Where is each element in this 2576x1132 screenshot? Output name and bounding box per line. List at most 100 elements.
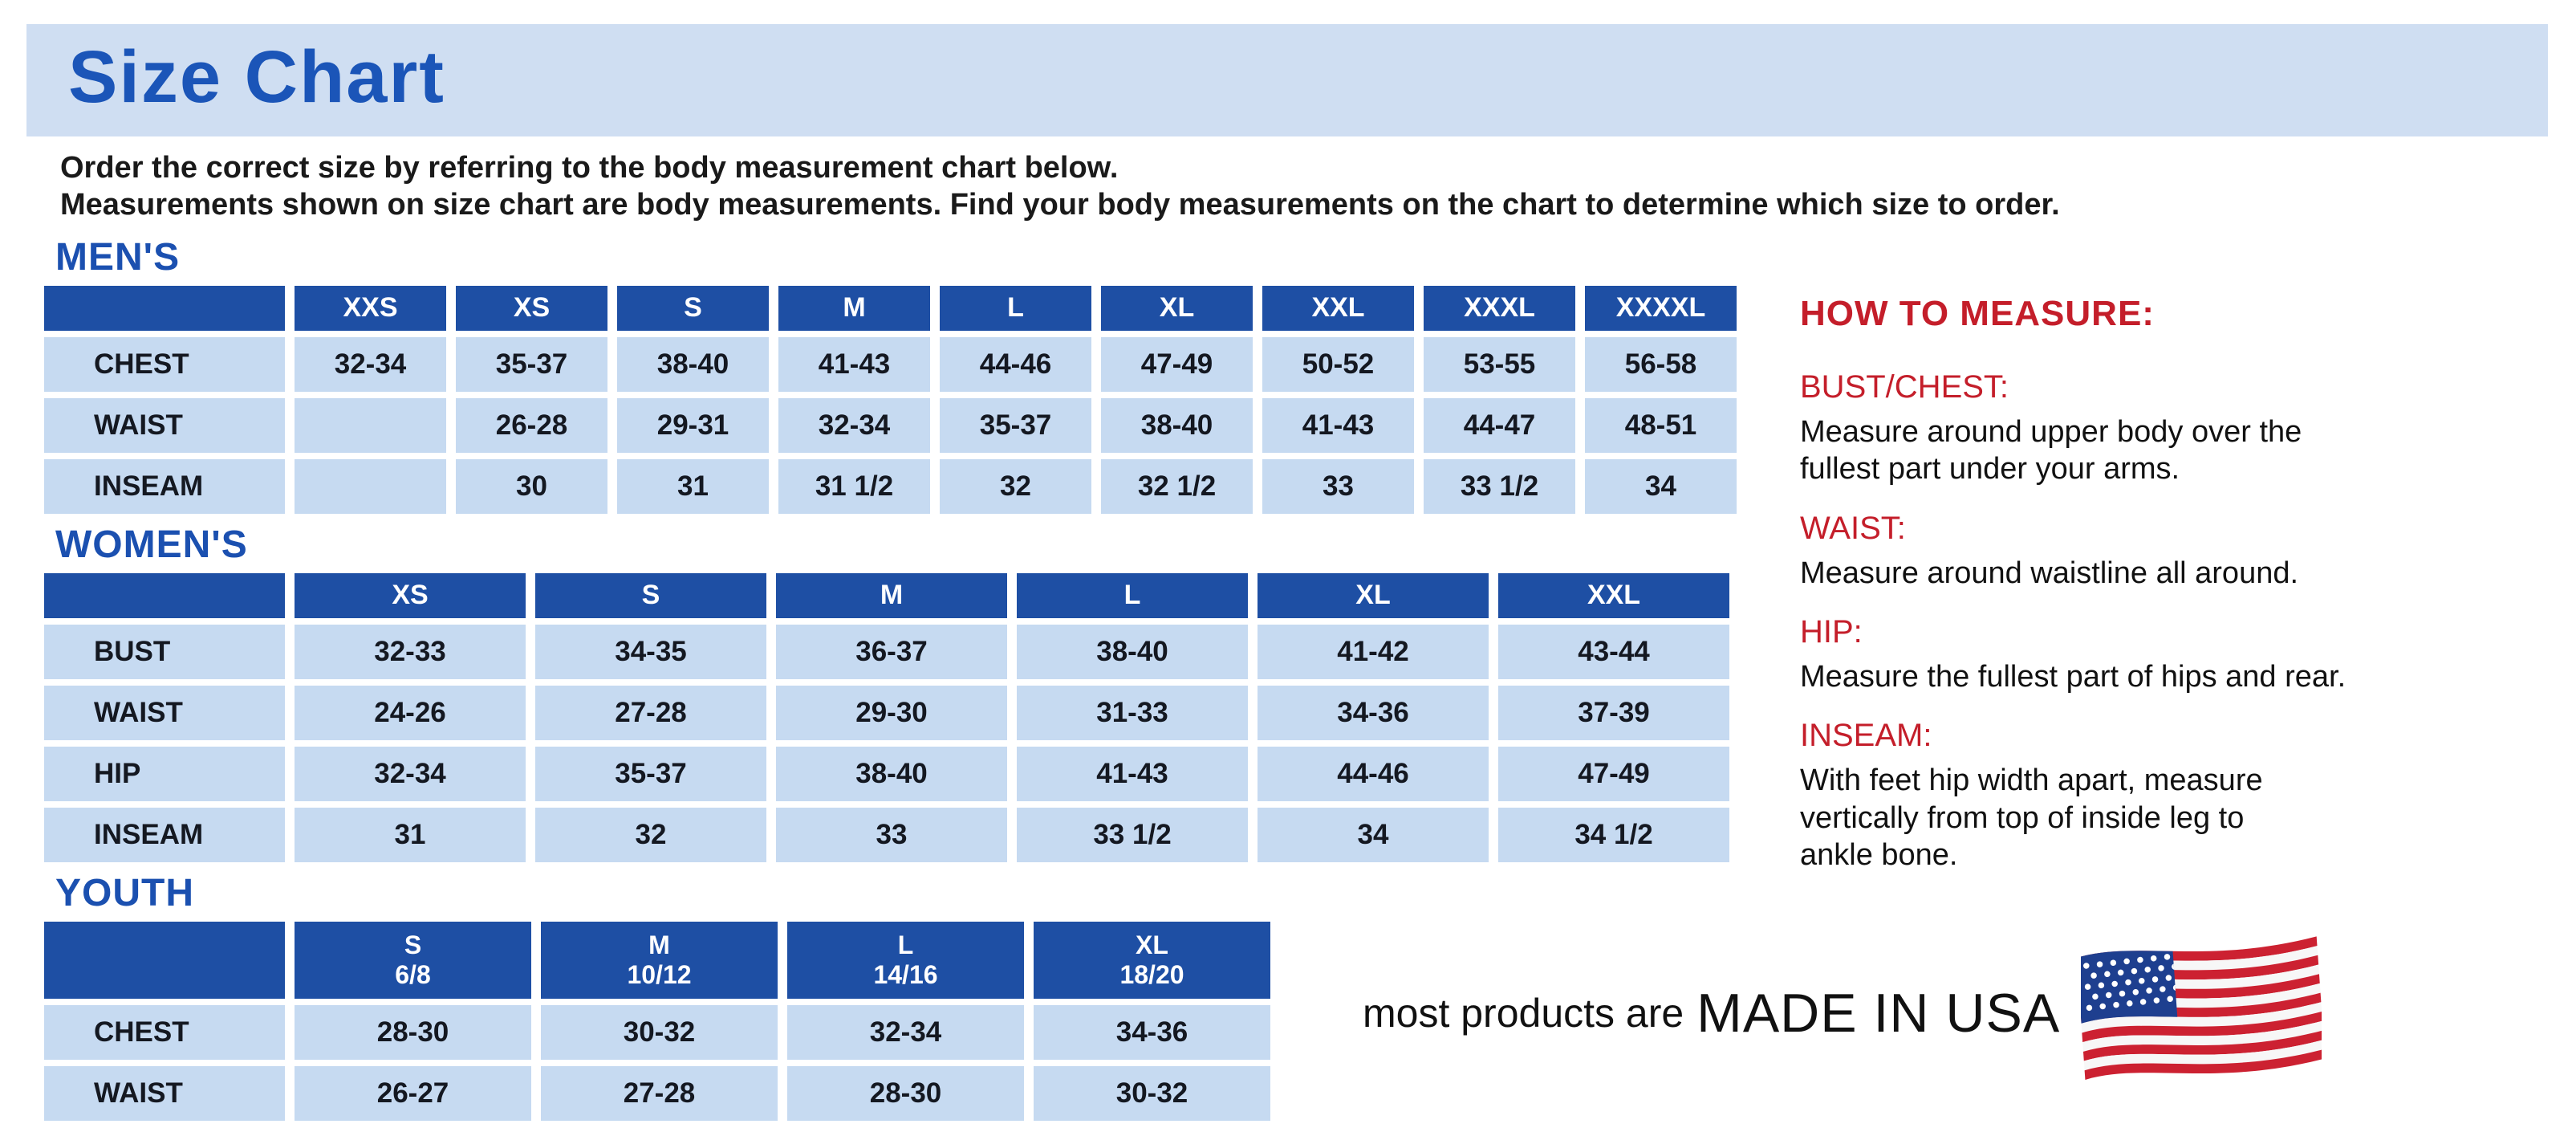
measure-text: Measure the fullest part of hips and rea…: [1800, 660, 2346, 694]
data-cell: 32-34: [787, 1005, 1024, 1060]
measure-text: Measure around waistline all around.: [1800, 556, 2299, 590]
title-banner: Size Chart: [26, 24, 2548, 136]
size-header-cell: S 6/8: [295, 922, 531, 999]
data-cell: 29-30: [776, 686, 1007, 740]
measure-label: WAIST:: [1800, 510, 1906, 546]
measure-label: INSEAM:: [1800, 718, 1932, 754]
data-cell: 30-32: [541, 1005, 778, 1060]
row-label-cell: BUST: [44, 625, 285, 679]
data-cell: 32-34: [778, 398, 930, 453]
data-cell: 38-40: [617, 337, 769, 392]
data-cell: 53-55: [1424, 337, 1575, 392]
data-cell: 34-36: [1258, 686, 1489, 740]
size-header-cell: XL: [1258, 573, 1489, 618]
data-cell: 33: [776, 808, 1007, 862]
data-cell: 44-47: [1424, 398, 1575, 453]
data-cell: 44-46: [940, 337, 1091, 392]
data-cell: 26-28: [456, 398, 607, 453]
data-cell: 32 1/2: [1101, 459, 1253, 514]
size-header-cell: XXL: [1262, 286, 1414, 331]
size-header-cell: XL: [1101, 286, 1253, 331]
youth-section-heading: YOUTH: [55, 872, 194, 914]
data-cell: 33: [1262, 459, 1414, 514]
data-cell: 35-37: [535, 747, 766, 801]
womens-section-heading: WOMEN'S: [55, 523, 248, 566]
intro-text: Order the correct size by referring to t…: [60, 149, 2060, 223]
data-cell: 34 1/2: [1498, 808, 1729, 862]
data-cell: 32-34: [295, 747, 526, 801]
size-header-cell: XXXXL: [1585, 286, 1737, 331]
table-corner-cell: [44, 573, 285, 618]
data-cell: 31-33: [1017, 686, 1248, 740]
size-header-cell: XXS: [295, 286, 446, 331]
measure-section-inseam: INSEAM: With feet hip width apart, measu…: [1800, 718, 2576, 873]
data-cell: 35-37: [940, 398, 1091, 453]
made-in-usa-banner: most products are MADE IN USA: [1363, 933, 2322, 1093]
row-label-cell: WAIST: [44, 686, 285, 740]
measure-text: Measure around upper body over the fulle…: [1800, 415, 2302, 487]
row-label-cell: INSEAM: [44, 459, 285, 514]
data-cell: 34: [1258, 808, 1489, 862]
data-cell: 41-43: [1017, 747, 1248, 801]
measure-section-waist: WAIST: Measure around waistline all arou…: [1800, 511, 2576, 592]
data-cell: 32-33: [295, 625, 526, 679]
data-cell: 41-43: [778, 337, 930, 392]
row-label-cell: HIP: [44, 747, 285, 801]
data-cell: 31: [617, 459, 769, 514]
usa-flag-icon: [2081, 936, 2322, 1080]
data-cell: 41-43: [1262, 398, 1414, 453]
made-in-usa-prefix: most products are: [1363, 991, 1684, 1036]
data-cell: [295, 398, 446, 453]
data-cell: 29-31: [617, 398, 769, 453]
size-header-cell: XS: [295, 573, 526, 618]
how-to-measure-heading: HOW TO MEASURE:: [1800, 294, 2155, 333]
size-header-cell: M 10/12: [541, 922, 778, 999]
data-cell: 34-36: [1034, 1005, 1270, 1060]
size-header-cell: L: [1017, 573, 1248, 618]
data-cell: 38-40: [776, 747, 1007, 801]
data-cell: 31: [295, 808, 526, 862]
data-cell: 44-46: [1258, 747, 1489, 801]
data-cell: 47-49: [1101, 337, 1253, 392]
mens-section-heading: MEN'S: [55, 236, 181, 279]
data-cell: 28-30: [295, 1005, 531, 1060]
data-cell: 32: [535, 808, 766, 862]
data-cell: 36-37: [776, 625, 1007, 679]
made-in-usa-text: MADE IN USA: [1696, 983, 2061, 1044]
data-cell: 32: [940, 459, 1091, 514]
data-cell: 27-28: [541, 1066, 778, 1121]
size-header-cell: XXL: [1498, 573, 1729, 618]
data-cell: 33 1/2: [1017, 808, 1248, 862]
how-to-measure-column: HOW TO MEASURE: BUST/CHEST: Measure arou…: [1800, 294, 2576, 874]
data-cell: 30-32: [1034, 1066, 1270, 1121]
page-title: Size Chart: [68, 36, 445, 118]
size-header-cell: XS: [456, 286, 607, 331]
data-cell: 43-44: [1498, 625, 1729, 679]
measure-section-hip: HIP: Measure the fullest part of hips an…: [1800, 614, 2576, 695]
table-corner-cell: [44, 922, 285, 999]
womens-size-table: XS S M L XL XXL BUST 32-33 34-35 36-37 38-40 41-42 4…: [44, 573, 1737, 862]
data-cell: 34-35: [535, 625, 766, 679]
data-cell: 47-49: [1498, 747, 1729, 801]
row-label-cell: WAIST: [44, 398, 285, 453]
size-header-cell: XL 18/20: [1034, 922, 1270, 999]
row-label-cell: CHEST: [44, 337, 285, 392]
data-cell: 28-30: [787, 1066, 1024, 1121]
measure-section-bust-chest: BUST/CHEST: Measure around upper body ov…: [1800, 369, 2576, 488]
intro-line-2: Measurements shown on size chart are bod…: [60, 188, 2060, 222]
measure-label: HIP:: [1800, 614, 1863, 650]
youth-size-table: S 6/8 M 10/12 L 14/16 XL 18/20 CHEST 28-30 30-32 32…: [44, 922, 1737, 1121]
data-cell: 56-58: [1585, 337, 1737, 392]
data-cell: 38-40: [1101, 398, 1253, 453]
row-label-cell: WAIST: [44, 1066, 285, 1121]
data-cell: 30: [456, 459, 607, 514]
size-header-cell: L 14/16: [787, 922, 1024, 999]
data-cell: 32-34: [295, 337, 446, 392]
data-cell: 31 1/2: [778, 459, 930, 514]
data-cell: 34: [1585, 459, 1737, 514]
size-header-cell: M: [776, 573, 1007, 618]
data-cell: 35-37: [456, 337, 607, 392]
data-cell: [295, 459, 446, 514]
data-cell: 26-27: [295, 1066, 531, 1121]
